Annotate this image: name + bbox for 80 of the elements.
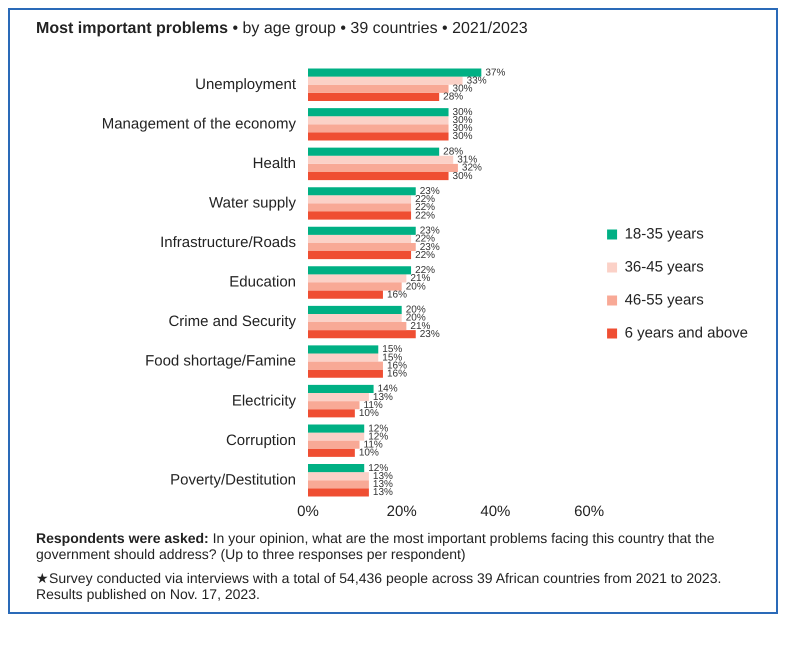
bar — [308, 440, 360, 449]
bar — [308, 362, 383, 370]
bar — [308, 187, 416, 196]
bar — [308, 124, 449, 132]
data-label: 28% — [443, 92, 464, 103]
bar — [308, 242, 416, 252]
data-label: 20% — [406, 281, 426, 292]
bar — [308, 84, 449, 93]
bar — [308, 290, 383, 299]
x-tick-label: 0% — [297, 503, 319, 520]
bar — [308, 432, 364, 441]
bar — [308, 108, 449, 116]
bar — [308, 472, 369, 480]
bar — [308, 393, 369, 402]
y-tick-label: Electricity — [232, 392, 296, 410]
bar — [308, 148, 440, 156]
bar — [308, 203, 412, 212]
y-tick-label: Food shortage/Famine — [145, 352, 296, 370]
bar — [308, 370, 383, 378]
data-label: 16% — [386, 289, 408, 300]
bar — [308, 353, 378, 362]
data-label: 30% — [452, 170, 473, 182]
data-label: 16% — [386, 368, 408, 380]
y-tick-label: Education — [229, 274, 296, 291]
bar — [308, 266, 412, 274]
bar — [308, 424, 364, 433]
bar — [308, 212, 412, 220]
text: Respondents were asked: In your opinion, what are the most important problems facing this country that the government should address? (Up to three responses per respondent) — [36, 530, 716, 562]
y-tick-label: Management of the economy — [102, 115, 296, 132]
y-tick-label: Poverty/Destitution — [170, 471, 296, 488]
bar — [308, 345, 378, 354]
y-tick-label: Health — [252, 155, 296, 172]
data-label: 10% — [358, 408, 379, 420]
bar — [308, 251, 412, 260]
bar — [308, 116, 449, 124]
legend-label: 46-55 years — [624, 292, 704, 309]
bar — [308, 488, 369, 496]
chart-subtitle: • by age group • 39 countries • 2021/2023 — [232, 20, 528, 37]
bar — [308, 322, 406, 330]
y-tick-label: Crime and Security — [168, 313, 296, 330]
bar — [308, 409, 355, 418]
bar — [308, 314, 402, 322]
data-label: 10% — [358, 448, 379, 459]
x-tick-label: 60% — [574, 503, 604, 520]
y-tick-label: Water supply — [209, 194, 296, 212]
bar — [308, 384, 374, 394]
bar — [308, 401, 360, 410]
bar — [308, 68, 482, 77]
bar — [308, 156, 454, 164]
text: ★Survey conducted via interviews with a total of 54,436 people across 39 African countries from 2021 to 2023. Results published on Nov. 17, 2023. — [36, 570, 722, 602]
data-label: 13% — [372, 487, 394, 498]
bar — [308, 282, 402, 291]
y-tick-label: Unemployment — [195, 76, 297, 93]
y-tick-label: Infrastructure/Roads — [160, 234, 296, 252]
x-tick-label: 40% — [480, 503, 510, 520]
legend-label: 6 years and above — [624, 324, 748, 342]
bar — [308, 274, 406, 282]
bar — [308, 164, 458, 172]
legend-label: 18-35 years — [624, 226, 704, 243]
legend-label: 36-45 years — [624, 258, 704, 276]
text: Most important problems — [36, 20, 228, 37]
data-label: 23% — [420, 328, 440, 340]
data-label: 30% — [452, 131, 473, 142]
bar — [308, 464, 364, 472]
bar — [308, 234, 412, 243]
bar — [308, 172, 449, 180]
data-label: 37% — [485, 67, 506, 78]
bar — [308, 76, 463, 85]
bar — [308, 448, 355, 457]
bar — [308, 195, 412, 204]
bar — [308, 92, 440, 101]
data-label: 22% — [415, 210, 436, 222]
bar — [308, 306, 402, 314]
bar — [308, 226, 416, 235]
bar — [308, 330, 416, 338]
bar — [308, 480, 369, 488]
data-label: 22% — [415, 250, 436, 261]
x-tick-label: 20% — [386, 503, 417, 520]
bar — [308, 132, 449, 141]
y-tick-label: Corruption — [226, 432, 296, 449]
